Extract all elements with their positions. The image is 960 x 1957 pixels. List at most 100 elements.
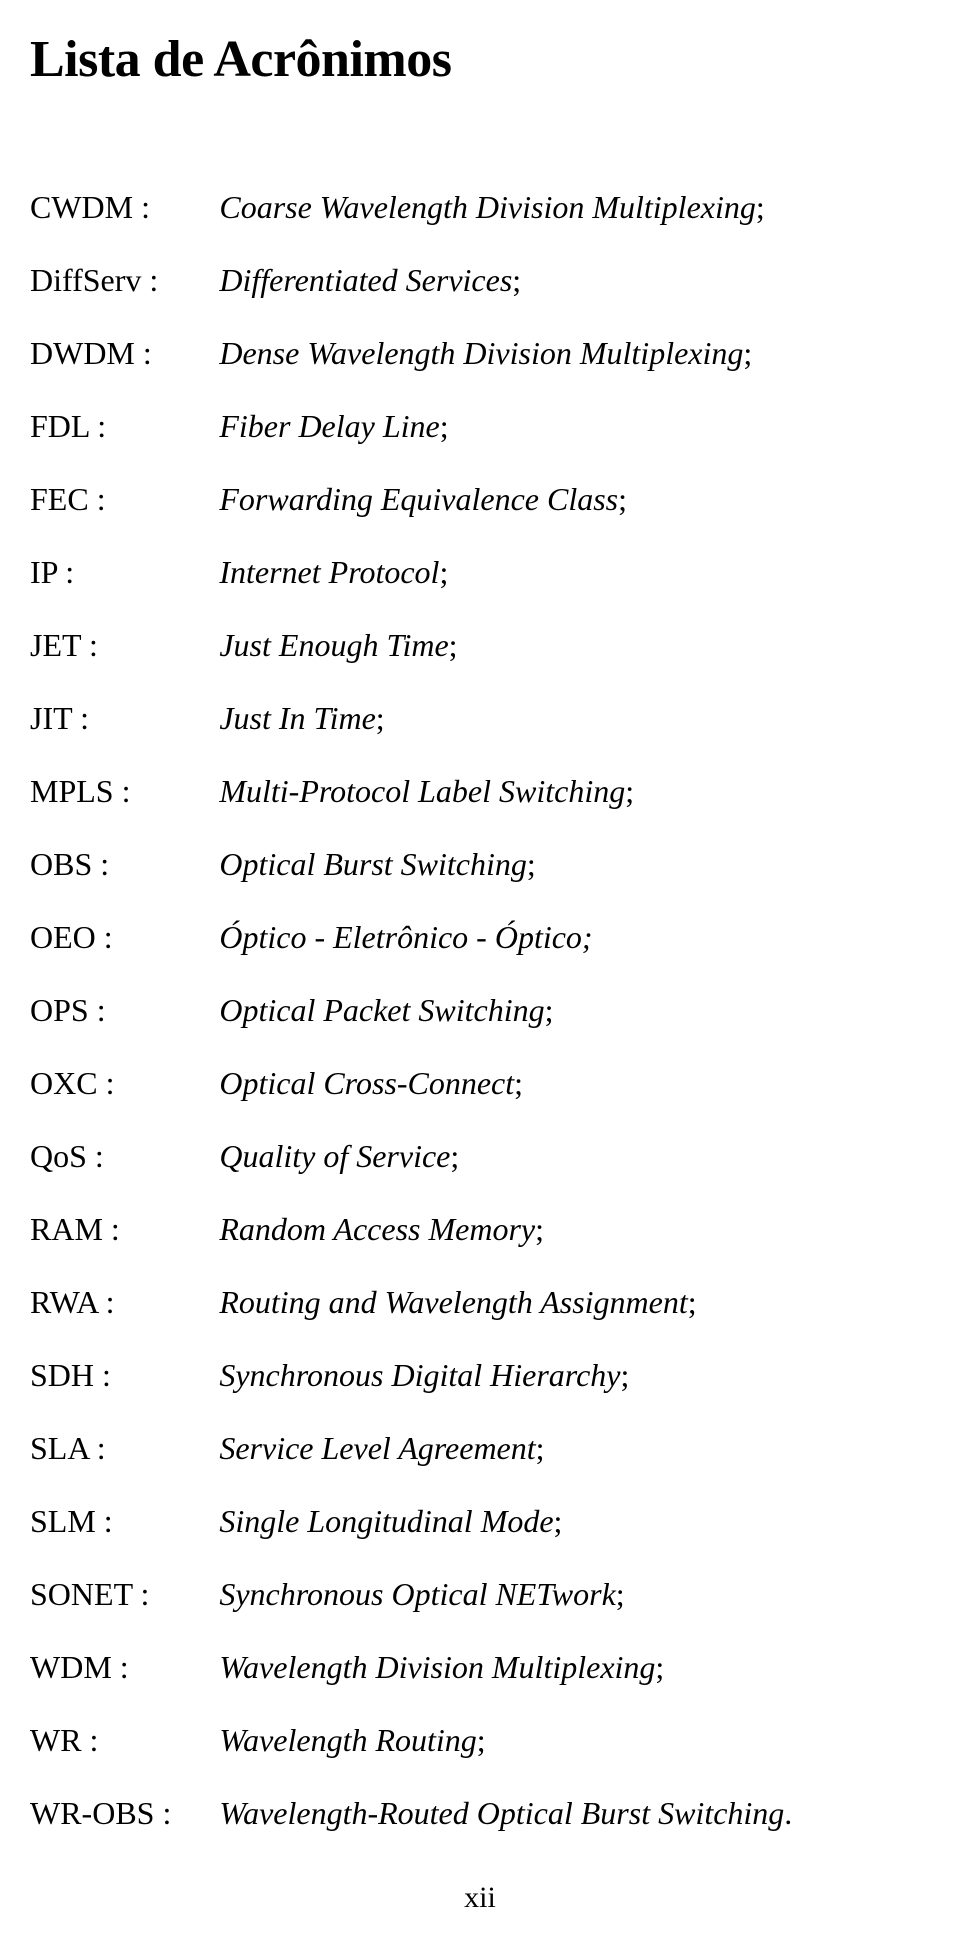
definition-text: Multi-Protocol Label Switching (219, 773, 625, 809)
definition-suffix: ; (449, 627, 458, 663)
definition-text: Just In Time (219, 700, 375, 736)
acronym-label: DWDM : (30, 335, 219, 408)
definition-text: Routing and Wavelength Assignment (219, 1284, 687, 1320)
definition-suffix: ; (688, 1284, 697, 1320)
definition-text: Synchronous Optical NETwork (219, 1576, 615, 1612)
definition-text: Wavelength-Routed Optical Burst Switchin… (219, 1795, 784, 1831)
definition-suffix: ; (620, 1357, 629, 1393)
definition-text: Fiber Delay Line (219, 408, 439, 444)
definition-text: Optical Burst Switching (219, 846, 527, 882)
acronym-definition: Quality of Service; (219, 1138, 792, 1211)
acronym-definition: Optical Packet Switching; (219, 992, 792, 1065)
page-title: Lista de Acrônimos (30, 30, 920, 89)
definition-text: Quality of Service (219, 1138, 450, 1174)
acronym-row: WR :Wavelength Routing; (30, 1722, 792, 1795)
acronym-label: OBS : (30, 846, 219, 919)
acronym-row: IP :Internet Protocol; (30, 554, 792, 627)
acronym-definition: Internet Protocol; (219, 554, 792, 627)
acronym-label: MPLS : (30, 773, 219, 846)
acronym-definition: Óptico - Eletrônico - Óptico; (219, 919, 792, 992)
acronym-row: OPS :Optical Packet Switching; (30, 992, 792, 1065)
definition-text: Wavelength Division Multiplexing (219, 1649, 655, 1685)
definition-text: Óptico - Eletrônico - Óptico; (219, 919, 592, 955)
acronym-row: JIT :Just In Time; (30, 700, 792, 773)
acronym-label: CWDM : (30, 189, 219, 262)
acronym-definition: Wavelength Routing; (219, 1722, 792, 1795)
acronym-label: WDM : (30, 1649, 219, 1722)
acronym-definition: Just In Time; (219, 700, 792, 773)
acronym-row: JET :Just Enough Time; (30, 627, 792, 700)
acronym-definition: Synchronous Digital Hierarchy; (219, 1357, 792, 1430)
acronym-definition: Fiber Delay Line; (219, 408, 792, 481)
acronym-row: DiffServ :Differentiated Services; (30, 262, 792, 335)
definition-text: Forwarding Equivalence Class (219, 481, 618, 517)
definition-text: Just Enough Time (219, 627, 448, 663)
acronym-label: SLA : (30, 1430, 219, 1503)
acronym-label: RWA : (30, 1284, 219, 1357)
definition-suffix: ; (512, 262, 521, 298)
definition-suffix: ; (536, 1430, 545, 1466)
definition-text: Service Level Agreement (219, 1430, 535, 1466)
acronym-label: JIT : (30, 700, 219, 773)
acronym-row: OBS :Optical Burst Switching; (30, 846, 792, 919)
definition-suffix: ; (625, 773, 634, 809)
acronym-definition: Just Enough Time; (219, 627, 792, 700)
definition-suffix: ; (439, 554, 448, 590)
acronym-definition: Dense Wavelength Division Multiplexing; (219, 335, 792, 408)
acronym-label: JET : (30, 627, 219, 700)
acronym-row: SDH :Synchronous Digital Hierarchy; (30, 1357, 792, 1430)
acronym-label: OPS : (30, 992, 219, 1065)
definition-suffix: ; (655, 1649, 664, 1685)
definition-suffix: ; (756, 189, 765, 225)
acronym-label: QoS : (30, 1138, 219, 1211)
definition-suffix: ; (376, 700, 385, 736)
acronym-definition: Differentiated Services; (219, 262, 792, 335)
acronym-definition: Wavelength-Routed Optical Burst Switchin… (219, 1795, 792, 1868)
acronym-row: OEO :Óptico - Eletrônico - Óptico; (30, 919, 792, 992)
acronym-label: OEO : (30, 919, 219, 992)
acronym-label: WR : (30, 1722, 219, 1795)
acronym-row: FDL :Fiber Delay Line; (30, 408, 792, 481)
definition-text: Optical Packet Switching (219, 992, 544, 1028)
acronym-label: SDH : (30, 1357, 219, 1430)
definition-text: Synchronous Digital Hierarchy (219, 1357, 620, 1393)
definition-text: Differentiated Services (219, 262, 512, 298)
acronym-row: RAM :Random Access Memory; (30, 1211, 792, 1284)
definition-suffix: ; (477, 1722, 486, 1758)
page-number: xii (0, 1881, 960, 1915)
acronym-label: FDL : (30, 408, 219, 481)
acronym-label: DiffServ : (30, 262, 219, 335)
definition-suffix: ; (440, 408, 449, 444)
definition-suffix: . (784, 1795, 792, 1831)
definition-suffix: ; (450, 1138, 459, 1174)
acronym-definition: Optical Cross-Connect; (219, 1065, 792, 1138)
acronym-label: FEC : (30, 481, 219, 554)
definition-text: Coarse Wavelength Division Multiplexing (219, 189, 756, 225)
definition-suffix: ; (618, 481, 627, 517)
acronym-label: RAM : (30, 1211, 219, 1284)
acronym-definition: Coarse Wavelength Division Multiplexing; (219, 189, 792, 262)
acronym-definition: Forwarding Equivalence Class; (219, 481, 792, 554)
acronym-row: MPLS :Multi-Protocol Label Switching; (30, 773, 792, 846)
acronym-row: WR-OBS :Wavelength-Routed Optical Burst … (30, 1795, 792, 1868)
acronym-definition: Wavelength Division Multiplexing; (219, 1649, 792, 1722)
definition-suffix: ; (743, 335, 752, 371)
definition-text: Dense Wavelength Division Multiplexing (219, 335, 743, 371)
definition-suffix: ; (616, 1576, 625, 1612)
acronym-row: DWDM :Dense Wavelength Division Multiple… (30, 335, 792, 408)
acronym-definition: Synchronous Optical NETwork; (219, 1576, 792, 1649)
acronym-row: SLM :Single Longitudinal Mode; (30, 1503, 792, 1576)
definition-suffix: ; (535, 1211, 544, 1247)
definition-text: Random Access Memory (219, 1211, 535, 1247)
acronym-definition: Single Longitudinal Mode; (219, 1503, 792, 1576)
acronym-table: CWDM :Coarse Wavelength Division Multipl… (30, 189, 792, 1868)
acronym-definition: Multi-Protocol Label Switching; (219, 773, 792, 846)
acronym-label: SONET : (30, 1576, 219, 1649)
acronym-row: SLA :Service Level Agreement; (30, 1430, 792, 1503)
definition-text: Single Longitudinal Mode (219, 1503, 553, 1539)
acronym-row: SONET :Synchronous Optical NETwork; (30, 1576, 792, 1649)
definition-suffix: ; (527, 846, 536, 882)
acronym-label: IP : (30, 554, 219, 627)
definition-text: Optical Cross-Connect (219, 1065, 514, 1101)
acronym-row: OXC :Optical Cross-Connect; (30, 1065, 792, 1138)
